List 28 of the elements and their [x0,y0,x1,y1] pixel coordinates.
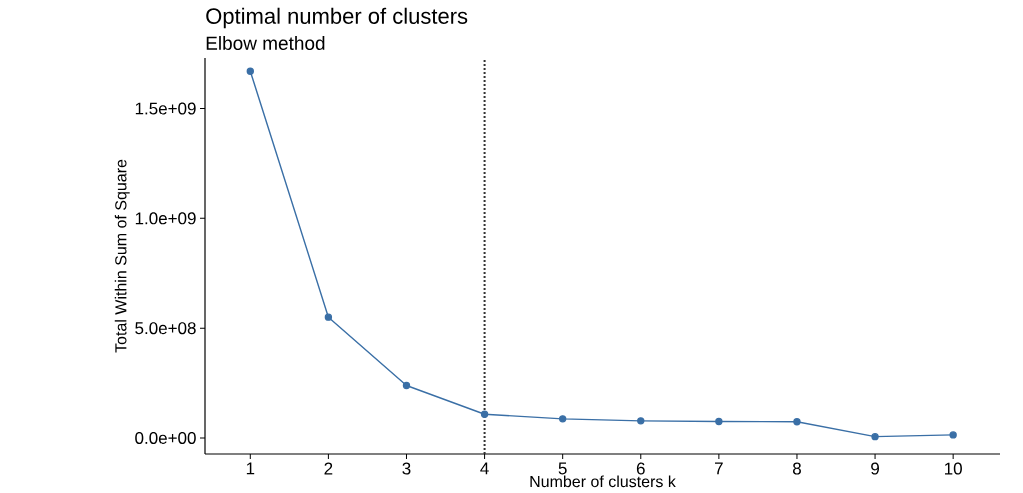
x-tick-label: 2 [324,462,333,475]
y-tick-label: 5.0e+08 [135,322,196,335]
chart-title: Optimal number of clusters [206,7,468,29]
x-tick-label: 7 [715,462,723,475]
x-tick-label: 3 [402,462,411,475]
point [637,417,645,425]
x-tick-label: 8 [792,462,801,475]
y-tick-label: 1.0e+09 [135,212,196,225]
y-tick-label: 1.5e+09 [135,102,196,115]
x-tick-label: 4 [480,462,489,475]
point [402,381,411,390]
point [793,418,801,426]
point [949,431,957,439]
chart-subtitle: Elbow method [206,36,325,50]
x-tick-label: 10 [945,462,962,475]
point [558,415,567,423]
point [324,313,333,321]
x-tick-label: 9 [871,462,879,475]
point [480,410,489,418]
x-axis-title: Number of clusters k [530,475,676,488]
point [871,432,879,441]
y-tick-label: 0.0e+00 [135,431,196,444]
x-tick-label: 5 [558,462,567,475]
y-axis-title: Total Within Sum of Square [114,159,130,353]
point [246,67,254,75]
point [715,417,723,426]
x-tick-label: 6 [636,462,645,475]
x-tick-label: 1 [246,462,255,475]
